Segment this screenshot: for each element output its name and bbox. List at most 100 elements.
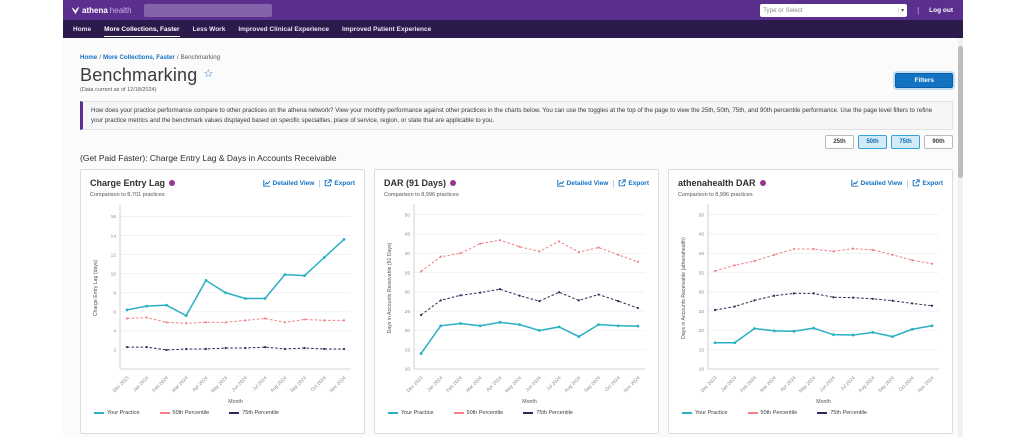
toggle-50th[interactable]: 50th xyxy=(858,135,887,150)
detailed-view-link[interactable]: Detailed View xyxy=(262,179,315,187)
svg-text:45: 45 xyxy=(405,232,411,238)
nav-item-improved-clinical-experience[interactable]: Improved Clinical Experience xyxy=(238,26,330,33)
percentile-toggle-group: 25th 50th 75th 90th xyxy=(80,135,953,150)
legend-marker-dashed-navy xyxy=(523,412,534,415)
svg-text:16: 16 xyxy=(111,214,117,220)
svg-text:Jun 2024: Jun 2024 xyxy=(525,375,543,393)
select-divider: | xyxy=(897,6,900,14)
svg-text:Jan 2024: Jan 2024 xyxy=(426,375,444,393)
svg-text:50: 50 xyxy=(405,213,411,219)
page-content: Home / More Collections, Faster / Benchmarki… xyxy=(63,38,963,435)
svg-text:10: 10 xyxy=(699,367,705,373)
chart-card-dar-91-days: DAR (91 Days) Detailed View | Export xyxy=(374,169,659,435)
info-icon[interactable] xyxy=(169,180,176,187)
export-link[interactable]: Export xyxy=(324,179,355,187)
svg-text:15: 15 xyxy=(699,348,705,354)
toggle-75th[interactable]: 75th xyxy=(891,135,920,150)
line-chart-icon xyxy=(556,180,564,187)
svg-text:Sep 2024: Sep 2024 xyxy=(877,375,896,394)
nav-item-improved-patient-experience[interactable]: Improved Patient Experience xyxy=(342,26,432,33)
logout-link[interactable]: Log out xyxy=(929,6,953,14)
export-label: Export xyxy=(628,179,649,187)
svg-text:35: 35 xyxy=(405,270,411,276)
title-row: Benchmarking ☆ (Data current as of 12/18… xyxy=(80,65,953,93)
legend-your-practice: Your Practice xyxy=(388,410,434,416)
svg-text:20: 20 xyxy=(405,328,411,334)
svg-text:Aug 2024: Aug 2024 xyxy=(857,375,876,394)
svg-text:30: 30 xyxy=(699,290,705,296)
nav-item-home[interactable]: Home xyxy=(73,26,92,33)
breadcrumb-more-collections[interactable]: More Collections, Faster xyxy=(102,54,175,61)
nav-item-more-collections-faster[interactable]: More Collections, Faster xyxy=(104,22,180,37)
svg-text:Month: Month xyxy=(228,399,243,405)
legend-marker-dashed-navy xyxy=(229,412,240,415)
breadcrumb-home[interactable]: Home xyxy=(80,54,98,61)
chart-title: DAR (91 Days) xyxy=(384,178,447,189)
export-link[interactable]: Export xyxy=(912,179,943,187)
info-icon[interactable] xyxy=(759,180,766,187)
comparison-text: Comparison to 8,701 practices xyxy=(90,192,165,199)
toggle-25th[interactable]: 25th xyxy=(825,135,854,150)
scrollbar-thumb[interactable] xyxy=(958,46,963,178)
leaf-icon xyxy=(71,6,80,15)
legend-75th-percentile: 75th Percentile xyxy=(229,410,279,416)
nav-item-less-work[interactable]: Less Work xyxy=(192,26,226,33)
svg-text:Nov 2024: Nov 2024 xyxy=(623,375,642,394)
link-separator: | xyxy=(318,178,321,188)
link-separator: | xyxy=(906,178,909,188)
toggle-90th[interactable]: 90th xyxy=(924,135,953,150)
detailed-view-link[interactable]: Detailed View xyxy=(556,179,608,187)
legend-75th-percentile: 75th Percentile xyxy=(523,410,573,416)
legend-marker-dashed-red xyxy=(747,412,758,415)
link-separator: | xyxy=(612,178,615,188)
svg-text:Nov 2024: Nov 2024 xyxy=(329,375,348,394)
svg-text:8: 8 xyxy=(113,291,116,297)
svg-text:2: 2 xyxy=(113,348,116,354)
filters-button[interactable]: Filters xyxy=(895,73,953,88)
export-label: Export xyxy=(334,179,355,187)
svg-text:40: 40 xyxy=(405,251,411,257)
svg-text:Aug 2024: Aug 2024 xyxy=(269,375,288,394)
breadcrumb: Home / More Collections, Faster / Benchmarki… xyxy=(80,54,953,61)
vertical-scrollbar[interactable] xyxy=(958,38,963,437)
info-icon[interactable] xyxy=(450,180,457,187)
svg-text:Dec 2023: Dec 2023 xyxy=(406,375,425,394)
line-chart-icon xyxy=(262,180,270,187)
svg-text:40: 40 xyxy=(699,251,705,257)
svg-text:Jun 2024: Jun 2024 xyxy=(231,375,249,393)
svg-text:Feb 2024: Feb 2024 xyxy=(445,375,464,394)
svg-text:Dec 2023: Dec 2023 xyxy=(112,375,131,394)
header-divider: | xyxy=(917,5,920,15)
chart-card-charge-entry-lag: Charge Entry Lag Detailed View | Export xyxy=(80,169,365,435)
svg-text:Oct 2024: Oct 2024 xyxy=(898,375,916,393)
svg-text:Oct 2024: Oct 2024 xyxy=(604,375,622,393)
favorite-star-icon[interactable]: ☆ xyxy=(203,68,214,80)
legend-marker-dashed-red xyxy=(453,412,464,415)
detailed-view-link[interactable]: Detailed View xyxy=(850,179,902,187)
svg-text:Aug 2024: Aug 2024 xyxy=(563,375,582,394)
svg-text:Days in Accounts Receivable (a: Days in Accounts Receivable (athenahealt… xyxy=(681,237,687,339)
chevron-down-icon[interactable]: ▾ xyxy=(901,7,905,14)
svg-text:Jan 2024: Jan 2024 xyxy=(132,375,150,393)
svg-text:45: 45 xyxy=(699,232,705,238)
detailed-view-label: Detailed View xyxy=(272,179,315,187)
svg-text:May 2024: May 2024 xyxy=(210,375,229,394)
breadcrumb-separator: / xyxy=(176,54,179,61)
export-link[interactable]: Export xyxy=(618,179,649,187)
svg-text:Oct 2024: Oct 2024 xyxy=(310,375,328,393)
chart-legend: Your Practice 50th Percentile 75th Perce… xyxy=(678,410,943,416)
practice-search-box[interactable] xyxy=(143,3,272,17)
svg-text:30: 30 xyxy=(405,290,411,296)
dar-91-days-chart: 10 15 20 25 30 35 40 45 50 Dec 2023 Jan 2024 Feb 20… xyxy=(387,204,645,405)
intro-panel: How does your practice performance compa… xyxy=(80,101,953,131)
svg-text:Charge Entry Lag (days): Charge Entry Lag (days) xyxy=(93,260,99,317)
context-select[interactable]: Type or Select | ▾ xyxy=(760,3,908,17)
legend-your-practice: Your Practice xyxy=(94,410,140,416)
export-label: Export xyxy=(922,179,943,187)
chart-cards-row: Charge Entry Lag Detailed View | Export xyxy=(80,169,953,435)
breadcrumb-current: Benchmarking xyxy=(180,54,221,61)
svg-text:Days in Accounts Receivable (9: Days in Accounts Receivable (91 Days) xyxy=(387,243,393,334)
svg-text:Jul 2024: Jul 2024 xyxy=(251,375,268,392)
export-icon xyxy=(619,179,627,187)
legend-your-practice: Your Practice xyxy=(682,410,728,416)
